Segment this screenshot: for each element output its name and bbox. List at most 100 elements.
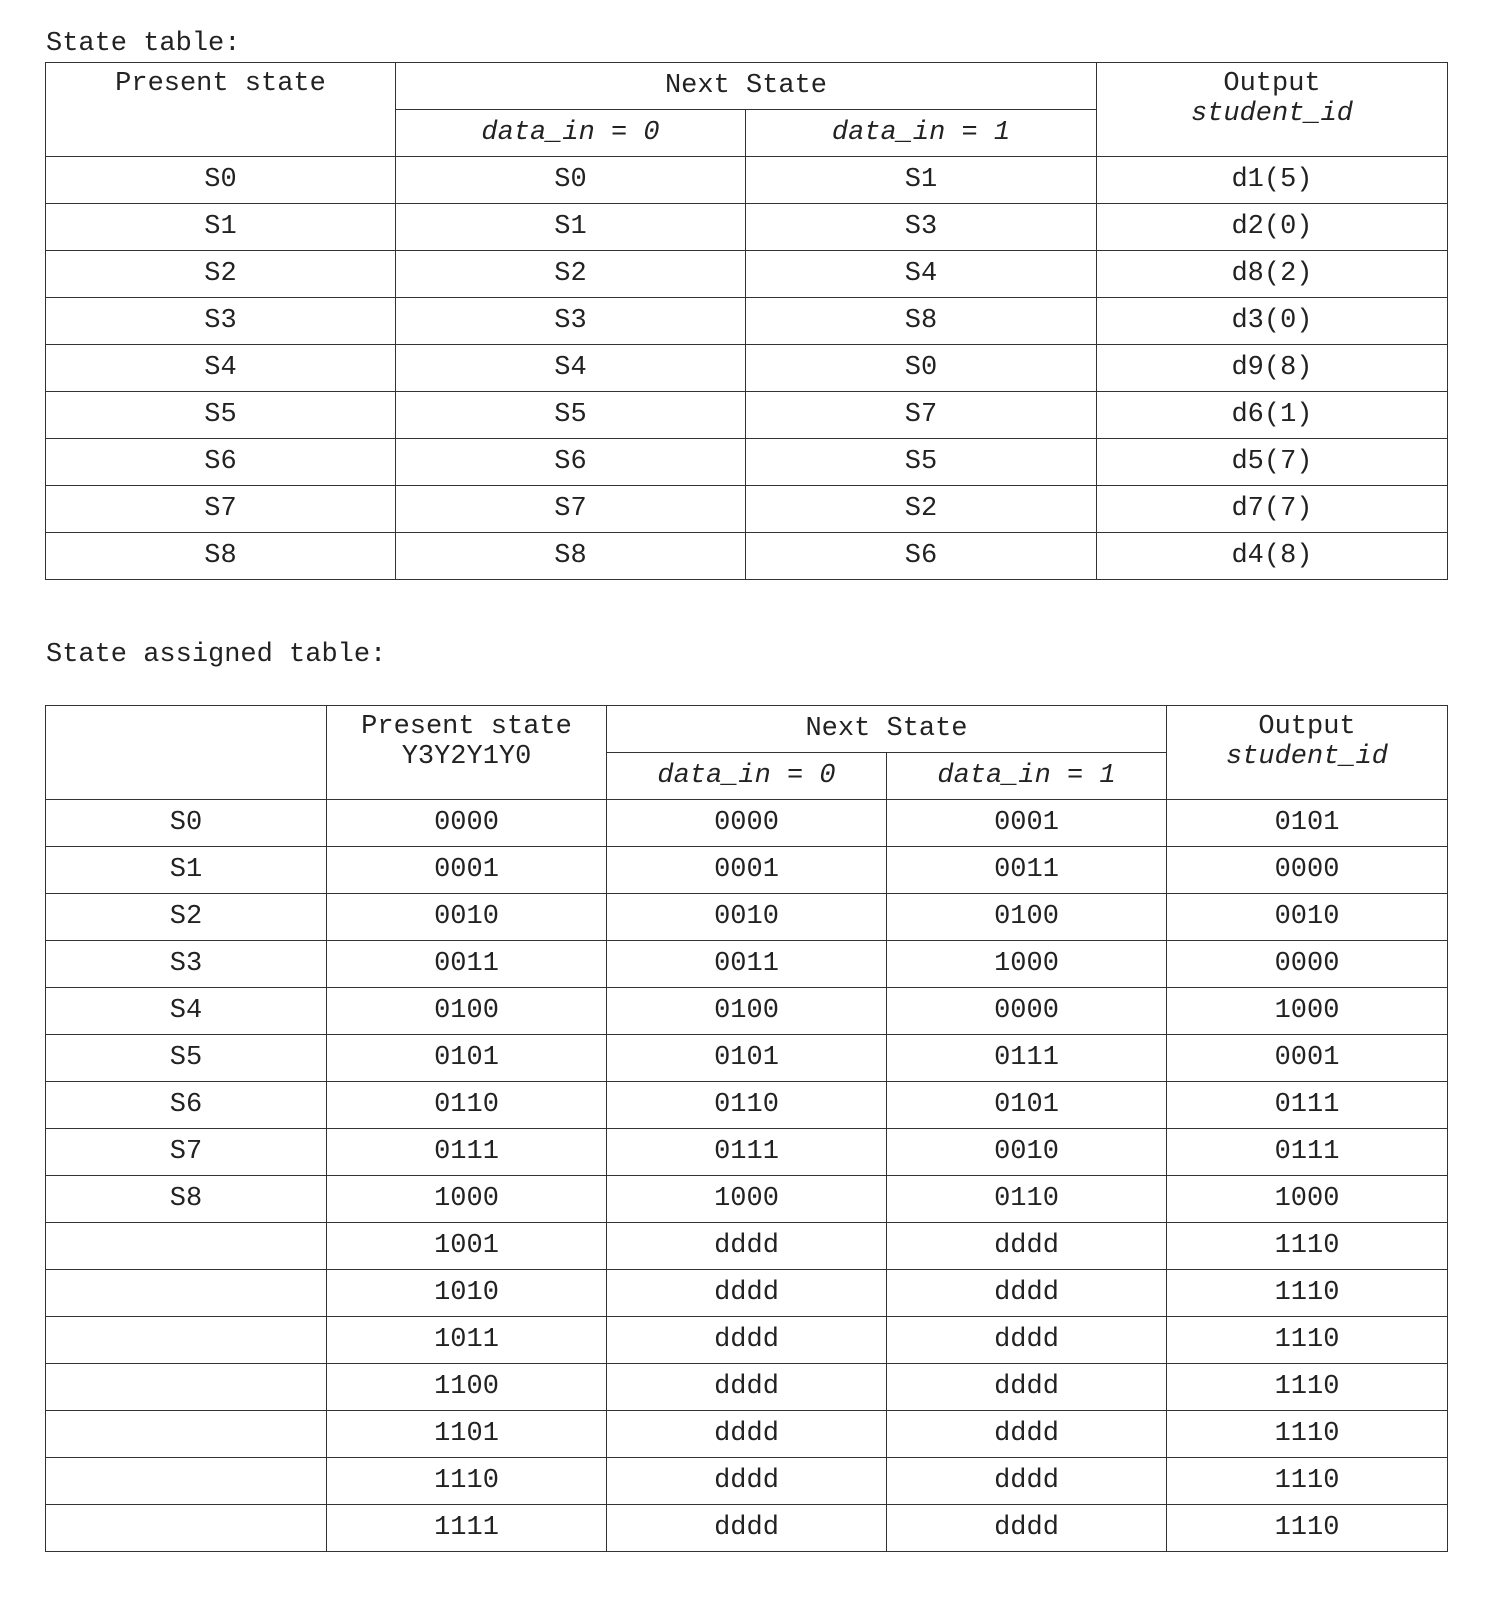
table-row: S8 S8 S6 d4(8) bbox=[45, 532, 1448, 580]
next-state-0-cell: dddd bbox=[606, 1222, 887, 1270]
present-state-cell: 1101 bbox=[326, 1410, 607, 1458]
next-state-0-cell: 0000 bbox=[606, 799, 887, 847]
present-state-cell: 1100 bbox=[326, 1363, 607, 1411]
table-row: S0 0000 0000 0001 0101 bbox=[45, 799, 1448, 847]
output-cell: d4(8) bbox=[1096, 532, 1448, 580]
output-cell: 0111 bbox=[1166, 1128, 1448, 1176]
output-cell: d3(0) bbox=[1096, 297, 1448, 345]
present-state-cell: 1010 bbox=[326, 1269, 607, 1317]
table-row: S7 0111 0111 0010 0111 bbox=[45, 1128, 1448, 1176]
next-state-1-cell: dddd bbox=[886, 1269, 1167, 1317]
table-row: 1100 dddd dddd 1110 bbox=[45, 1363, 1448, 1411]
next-state-1-cell: 0010 bbox=[886, 1128, 1167, 1176]
header-data-in-1-label: data_in = 1 bbox=[831, 118, 1011, 148]
table-row: S2 S2 S4 d8(2) bbox=[45, 250, 1448, 298]
output-cell: 1110 bbox=[1166, 1269, 1448, 1317]
header-output: Output student_id bbox=[1096, 62, 1448, 157]
header-present-state-sub: Y3Y2Y1Y0 bbox=[401, 742, 532, 772]
present-state-cell: 1001 bbox=[326, 1222, 607, 1270]
table-row: 1001 dddd dddd 1110 bbox=[45, 1222, 1448, 1270]
state-cell: S4 bbox=[45, 987, 327, 1035]
next-state-0-cell: 0101 bbox=[606, 1034, 887, 1082]
state-assigned-table: Present state Y3Y2Y1Y0 Next State Output s… bbox=[45, 705, 1448, 1552]
present-state-cell: 0000 bbox=[326, 799, 607, 847]
next-state-1-cell: S3 bbox=[745, 203, 1097, 251]
state-cell: S3 bbox=[45, 940, 327, 988]
present-state-cell: S4 bbox=[45, 344, 396, 392]
next-state-0-cell: S8 bbox=[395, 532, 746, 580]
table-row: S6 S6 S5 d5(7) bbox=[45, 438, 1448, 486]
output-cell: d2(0) bbox=[1096, 203, 1448, 251]
output-cell: 1110 bbox=[1166, 1222, 1448, 1270]
output-cell: 1110 bbox=[1166, 1457, 1448, 1505]
output-cell: 1110 bbox=[1166, 1504, 1448, 1552]
output-cell: d1(5) bbox=[1096, 156, 1448, 204]
state-cell: S7 bbox=[45, 1128, 327, 1176]
next-state-0-cell: dddd bbox=[606, 1457, 887, 1505]
table-row: S3 0011 0011 1000 0000 bbox=[45, 940, 1448, 988]
next-state-0-cell: 1000 bbox=[606, 1175, 887, 1223]
next-state-1-cell: 0111 bbox=[886, 1034, 1167, 1082]
header-data-in-1-label: data_in = 1 bbox=[937, 761, 1116, 791]
state-cell: S5 bbox=[45, 1034, 327, 1082]
state-cell bbox=[45, 1410, 327, 1458]
next-state-1-cell: S0 bbox=[745, 344, 1097, 392]
next-state-0-cell: 0111 bbox=[606, 1128, 887, 1176]
header-data-in-1: data_in = 1 bbox=[886, 752, 1167, 800]
next-state-1-cell: dddd bbox=[886, 1457, 1167, 1505]
assigned-table-caption: State assigned table: bbox=[46, 640, 387, 670]
next-state-1-cell: 0101 bbox=[886, 1081, 1167, 1129]
next-state-0-cell: S3 bbox=[395, 297, 746, 345]
table-row: 1101 dddd dddd 1110 bbox=[45, 1410, 1448, 1458]
output-cell: d6(1) bbox=[1096, 391, 1448, 439]
table-row: 1110 dddd dddd 1110 bbox=[45, 1457, 1448, 1505]
next-state-0-cell: dddd bbox=[606, 1410, 887, 1458]
next-state-1-cell: 0110 bbox=[886, 1175, 1167, 1223]
output-cell: 0111 bbox=[1166, 1081, 1448, 1129]
present-state-cell: S6 bbox=[45, 438, 396, 486]
output-cell: 1000 bbox=[1166, 987, 1448, 1035]
present-state-cell: 1011 bbox=[326, 1316, 607, 1364]
state-cell: S0 bbox=[45, 799, 327, 847]
output-cell: 0001 bbox=[1166, 1034, 1448, 1082]
state-cell: S1 bbox=[45, 846, 327, 894]
output-cell: 1110 bbox=[1166, 1363, 1448, 1411]
next-state-0-cell: dddd bbox=[606, 1269, 887, 1317]
next-state-0-cell: dddd bbox=[606, 1504, 887, 1552]
header-output: Output student_id bbox=[1166, 705, 1448, 800]
next-state-0-cell: dddd bbox=[606, 1316, 887, 1364]
output-cell: d8(2) bbox=[1096, 250, 1448, 298]
header-data-in-0-label: data_in = 0 bbox=[481, 118, 660, 148]
header-output-label: Output bbox=[1258, 712, 1356, 742]
header-data-in-0: data_in = 0 bbox=[395, 109, 746, 157]
present-state-cell: S3 bbox=[45, 297, 396, 345]
present-state-cell: S8 bbox=[45, 532, 396, 580]
next-state-1-cell: dddd bbox=[886, 1363, 1167, 1411]
header-present-state: Present state bbox=[45, 62, 396, 157]
output-cell: 0000 bbox=[1166, 846, 1448, 894]
state-cell bbox=[45, 1363, 327, 1411]
next-state-0-cell: S4 bbox=[395, 344, 746, 392]
table-row: S7 S7 S2 d7(7) bbox=[45, 485, 1448, 533]
next-state-0-cell: 0100 bbox=[606, 987, 887, 1035]
next-state-1-cell: 0001 bbox=[886, 799, 1167, 847]
table-row: S0 S0 S1 d1(5) bbox=[45, 156, 1448, 204]
present-state-cell: 1110 bbox=[326, 1457, 607, 1505]
header-data-in-0-label: data_in = 0 bbox=[657, 761, 836, 791]
next-state-0-cell: S1 bbox=[395, 203, 746, 251]
next-state-0-cell: S5 bbox=[395, 391, 746, 439]
next-state-1-cell: 0100 bbox=[886, 893, 1167, 941]
state-cell bbox=[45, 1222, 327, 1270]
table-row: 1111 dddd dddd 1110 bbox=[45, 1504, 1448, 1552]
header-state bbox=[45, 705, 327, 800]
state-cell: S8 bbox=[45, 1175, 327, 1223]
header-data-in-0: data_in = 0 bbox=[606, 752, 887, 800]
table-row: S1 S1 S3 d2(0) bbox=[45, 203, 1448, 251]
header-present-state: Present state Y3Y2Y1Y0 bbox=[326, 705, 607, 800]
next-state-1-cell: 0011 bbox=[886, 846, 1167, 894]
present-state-cell: 0110 bbox=[326, 1081, 607, 1129]
output-cell: d5(7) bbox=[1096, 438, 1448, 486]
header-output-sub: student_id bbox=[1225, 742, 1389, 772]
output-cell: d9(8) bbox=[1096, 344, 1448, 392]
output-cell: 1110 bbox=[1166, 1316, 1448, 1364]
